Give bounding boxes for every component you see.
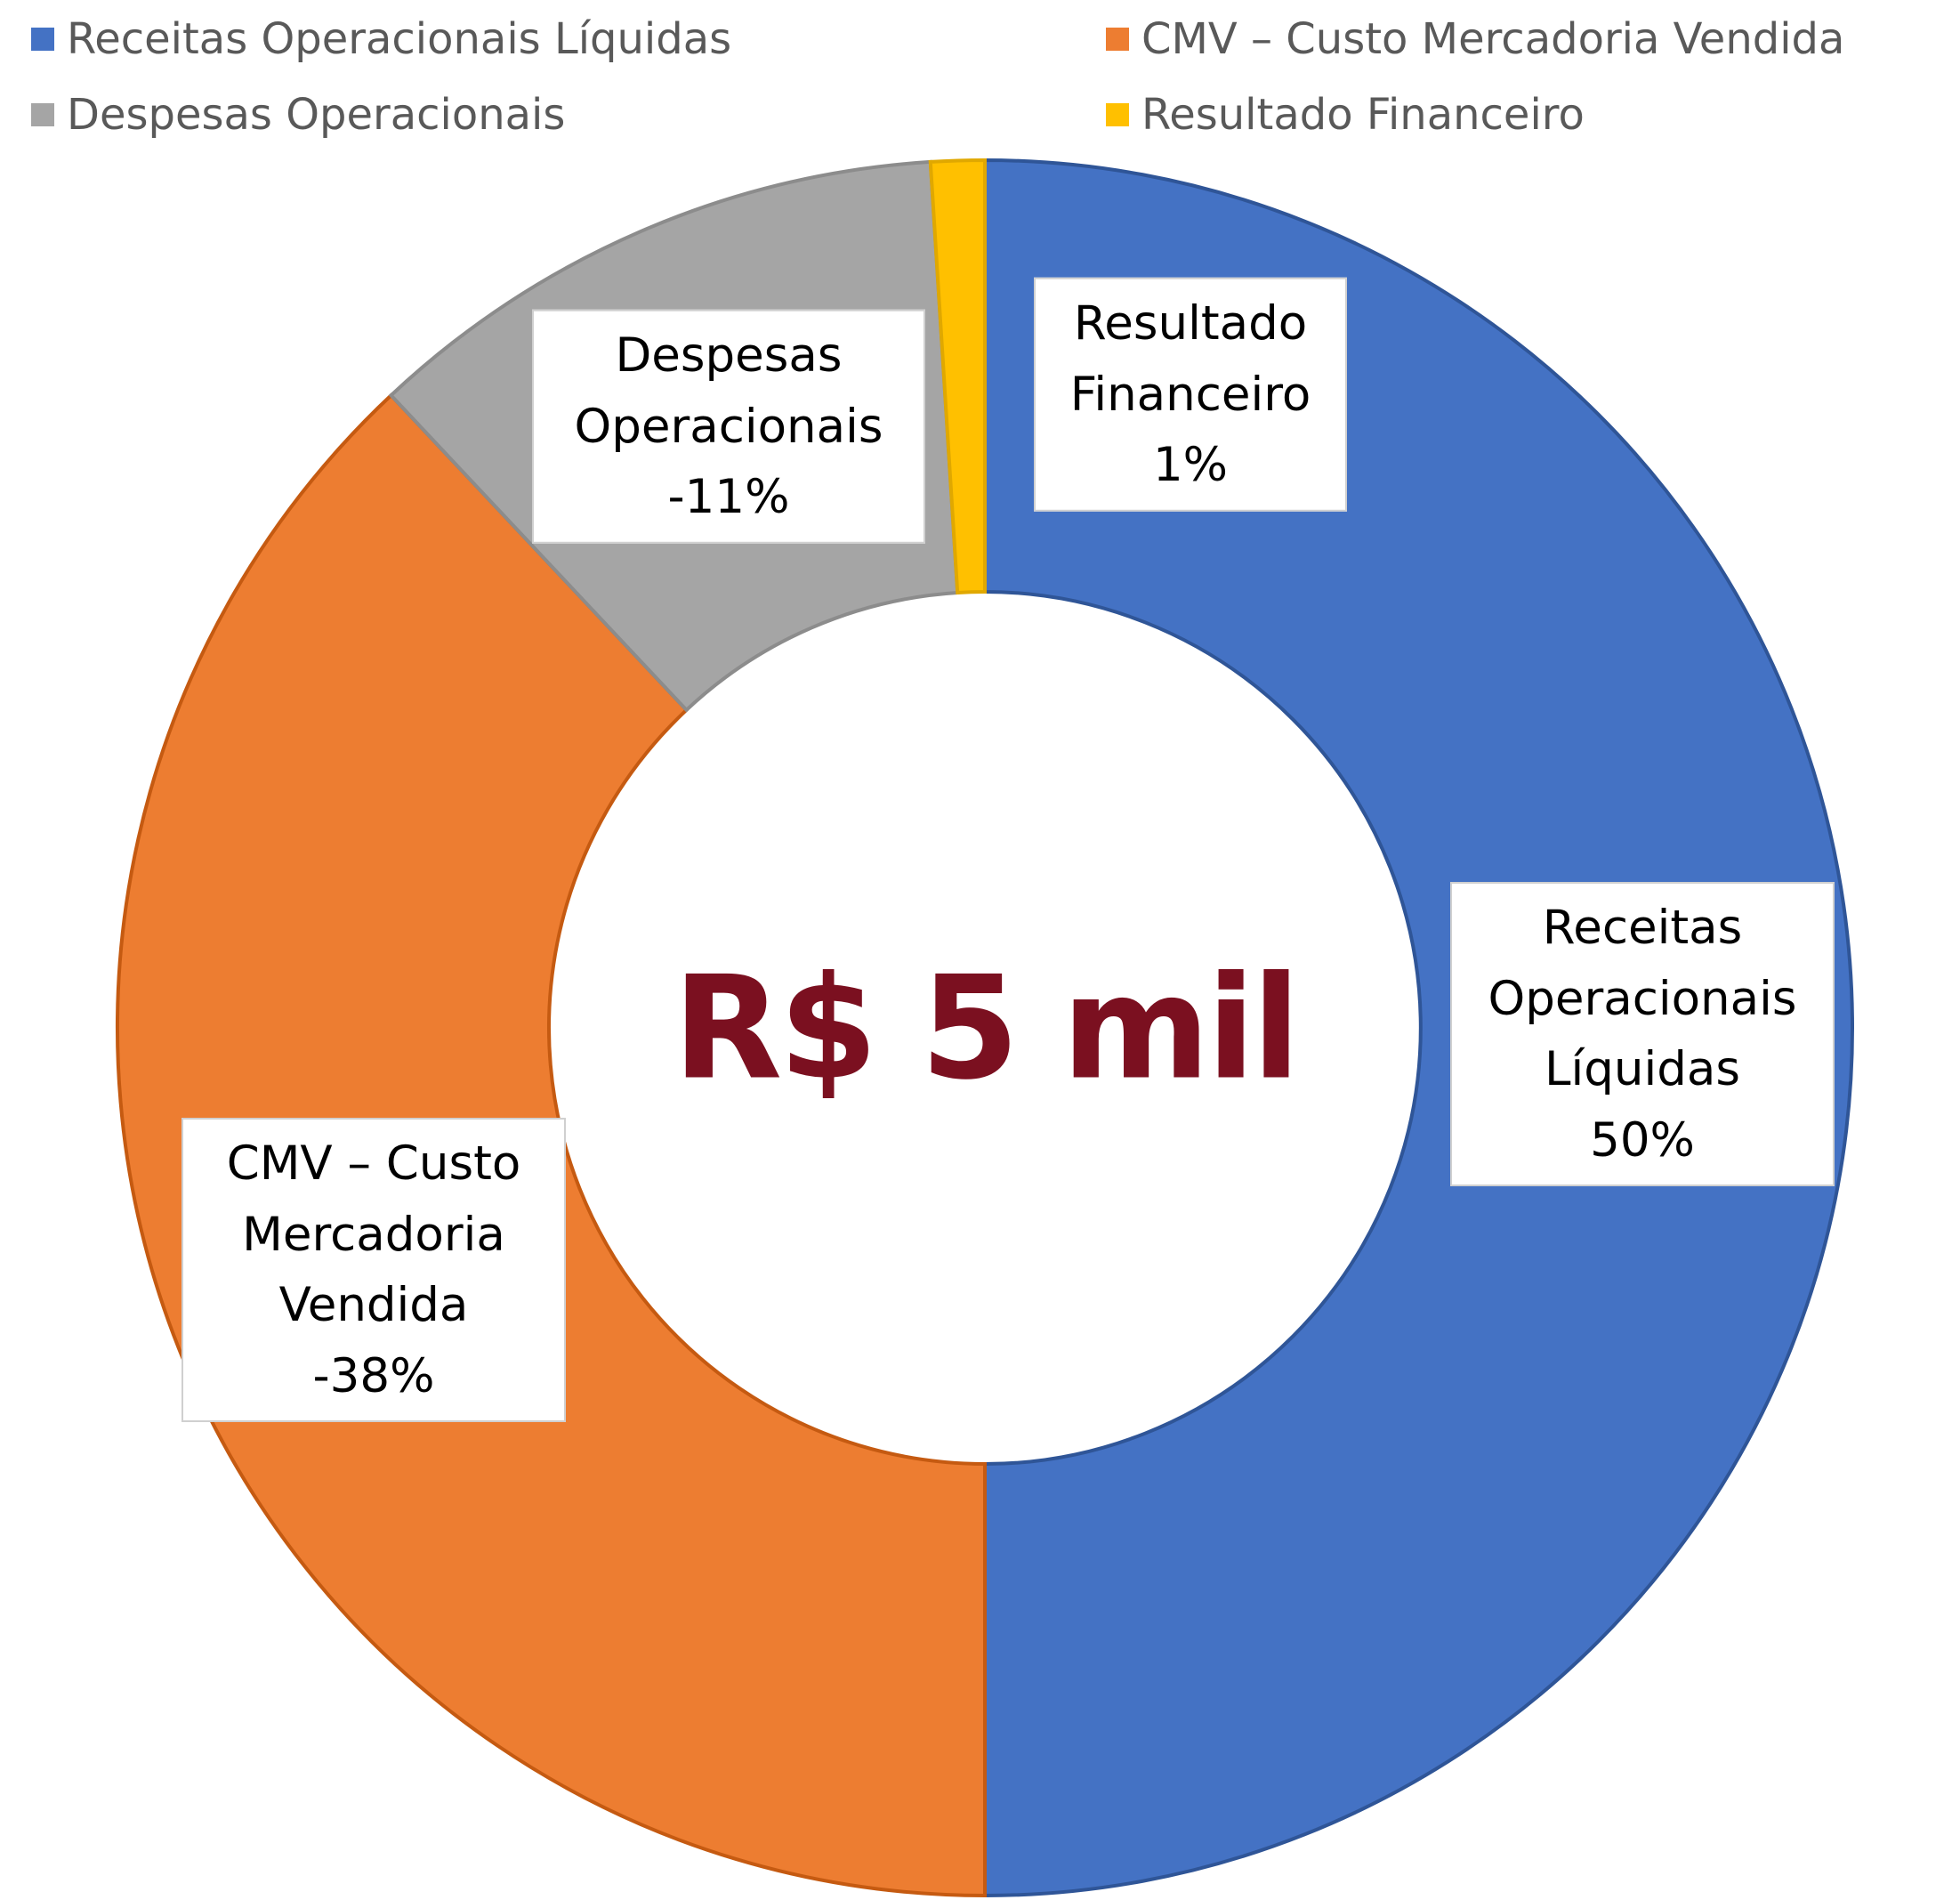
legend-item: Resultado Financeiro <box>1106 90 1585 140</box>
legend-text: Despesas Operacionais <box>67 90 566 140</box>
data-label-category: Receitas Operacionais Líquidas <box>1488 901 1797 1096</box>
legend-swatch <box>1106 28 1129 51</box>
center-label: R$ 5 mil <box>673 944 1301 1112</box>
legend-text: Receitas Operacionais Líquidas <box>67 14 732 64</box>
donut-slice <box>928 158 987 595</box>
data-label-category: Resultado Financeiro <box>1069 295 1311 422</box>
data-label-value: -38% <box>312 1348 435 1403</box>
legend-text: CMV – Custo Mercadoria Vendida <box>1141 14 1845 64</box>
legend-swatch <box>1106 103 1129 126</box>
legend-item: Despesas Operacionais <box>31 90 565 140</box>
legend-item: Receitas Operacionais Líquidas <box>31 14 731 64</box>
data-label: CMV – Custo Mercadoria Vendida -38% <box>181 1118 566 1422</box>
data-label-value: -11% <box>667 469 790 524</box>
data-label: Despesas Operacionais -11% <box>532 309 925 544</box>
data-label: Resultado Financeiro 1% <box>1034 277 1347 512</box>
legend-item: CMV – Custo Mercadoria Vendida <box>1106 14 1844 64</box>
data-label-value: 1% <box>1152 437 1229 492</box>
data-label: Receitas Operacionais Líquidas 50% <box>1450 882 1835 1186</box>
data-label-category: Despesas Operacionais <box>574 327 883 454</box>
data-label-category: CMV – Custo Mercadoria Vendida <box>226 1136 521 1332</box>
legend-swatch <box>31 103 54 126</box>
donut-slice <box>983 158 1854 1898</box>
data-label-value: 50% <box>1590 1112 1695 1168</box>
legend-swatch <box>31 28 54 51</box>
legend-text: Resultado Financeiro <box>1141 90 1585 140</box>
